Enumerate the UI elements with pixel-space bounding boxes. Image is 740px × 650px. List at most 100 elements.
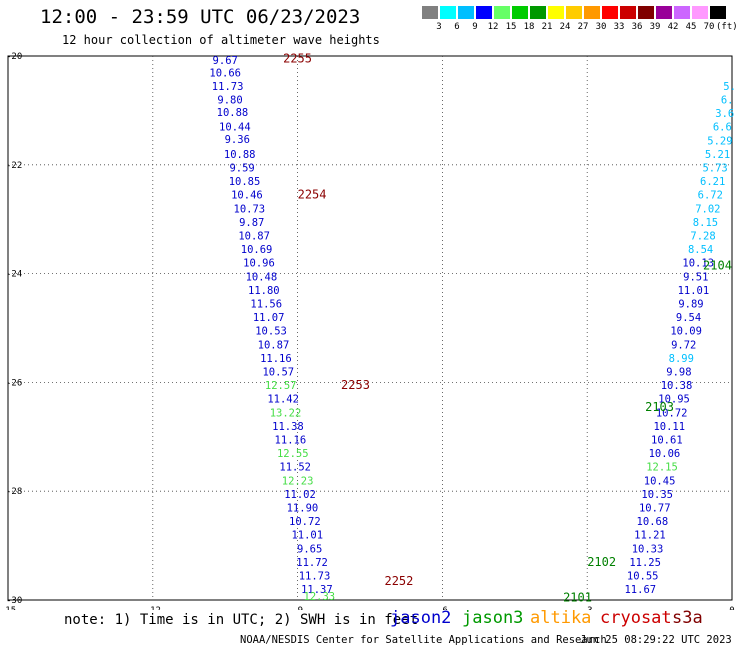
wave-height-reading: 8.99	[669, 353, 694, 365]
color-swatch	[458, 6, 474, 19]
pass-time-labels: 2255 2254 2253 2252 2104 2103 2102 2101	[283, 52, 732, 605]
wave-height-reading: 11.90	[287, 503, 319, 515]
x-tick-label: -15	[0, 606, 16, 610]
wave-height-reading: 11.73	[299, 571, 331, 583]
color-scale-label: 21	[541, 22, 553, 32]
wave-height-reading: 9.51	[683, 271, 708, 283]
color-scale-label: 30	[595, 22, 607, 32]
color-swatch	[494, 6, 510, 19]
wave-height-reading: 11.37	[301, 584, 333, 596]
wave-height-reading: 10.95	[658, 394, 690, 406]
legend-cryosat: cryosat	[600, 608, 672, 628]
wave-height-reading: 10.48	[246, 271, 278, 283]
wave-height-reading: 7.02	[695, 203, 720, 215]
color-swatch	[530, 6, 546, 19]
y-tick-label: -30	[6, 596, 22, 606]
wave-height-reading: 10.57	[262, 367, 294, 379]
wave-height-reading: 11.52	[279, 462, 311, 474]
wave-height-reading: 5.21	[705, 149, 730, 161]
wave-height-reading: 10.69	[241, 244, 273, 256]
wave-height-reading: 10.87	[258, 339, 290, 351]
x-tick-label: -9	[292, 606, 303, 610]
wave-height-reading: 10.87	[238, 231, 270, 243]
wave-height-reading: 10.33	[632, 543, 664, 555]
color-swatch	[620, 6, 636, 19]
wave-height-reading: 11.16	[275, 435, 307, 447]
wave-height-reading: 11.80	[248, 285, 280, 297]
map-frame	[7, 55, 733, 601]
color-scale-label: 18	[523, 22, 535, 32]
wave-height-reading: 11.72	[296, 557, 328, 569]
color-swatch	[710, 6, 726, 19]
color-swatch	[548, 6, 564, 19]
wave-height-reading: 10.45	[644, 475, 676, 487]
wave-height-reading: 9.87	[239, 217, 264, 229]
wave-height-reading: 10.44	[219, 122, 251, 134]
wave-height-reading: 10.66	[209, 67, 241, 79]
wave-height-reading: 10.72	[656, 407, 688, 419]
wave-height-reading: 11.25	[629, 557, 661, 569]
wave-height-reading: 7.28	[690, 231, 715, 243]
wave-height-reading: 9.80	[217, 95, 242, 107]
wave-height-reading: 9.89	[678, 299, 703, 311]
legend-jason2: jason2	[390, 608, 452, 628]
color-swatch	[584, 6, 600, 19]
wave-height-reading: 10.96	[243, 258, 275, 270]
color-swatch	[638, 6, 654, 19]
wave-height-reading: 6.21	[700, 176, 725, 188]
color-scale-label: 15	[505, 22, 517, 32]
y-tick-label: -24	[6, 270, 22, 280]
x-tick-label: -12	[145, 606, 161, 610]
generated-timestamp: Jun 25 08:29:22 UTC 2023	[580, 634, 732, 646]
color-swatch	[566, 6, 582, 19]
wave-height-reading: 9.98	[666, 367, 691, 379]
wave-height-reading: 10.55	[627, 571, 659, 583]
wave-height-reading: 10.68	[637, 516, 669, 528]
wave-height-reading: 9.36	[225, 134, 250, 146]
wave-height-reading: 13.22	[270, 407, 302, 419]
pass-time-label: 2253	[341, 378, 370, 392]
color-scale-label: 12	[487, 22, 499, 32]
wave-height-reading: 10.06	[649, 448, 681, 460]
wave-height-reading: 11.56	[250, 299, 282, 311]
wave-height-reading: 10.11	[653, 421, 685, 433]
wave-height-reading: 11.16	[260, 353, 292, 365]
color-swatch	[656, 6, 672, 19]
wave-height-reading: 5.73	[702, 163, 727, 175]
credit-line: NOAA/NESDIS Center for Satellite Applica…	[240, 634, 607, 646]
x-tick-label: -3	[582, 606, 593, 610]
color-swatch	[602, 6, 618, 19]
wave-height-reading: 9.65	[297, 543, 322, 555]
wave-height-reading: 6.72	[698, 190, 723, 202]
color-scale-label: 3	[436, 22, 442, 32]
color-scale-label: 36	[631, 22, 643, 32]
color-swatch	[512, 6, 528, 19]
color-scale-label: 24	[559, 22, 571, 32]
wave-height-readings: 9.6710.6611.739.8010.8810.449.3610.889.5…	[209, 55, 736, 603]
wave-height-reading: 9.54	[676, 312, 701, 324]
wave-height-reading: 12.55	[277, 448, 309, 460]
wave-height-reading: 10.72	[289, 516, 321, 528]
wave-height-reading: 9.72	[671, 339, 696, 351]
color-scale-label: 33	[613, 22, 625, 32]
wave-height-reading: 11.07	[253, 312, 285, 324]
map-grid	[7, 55, 733, 601]
y-tick-label: -20	[6, 52, 22, 62]
wave-height-reading: 6.6	[713, 122, 732, 134]
color-scale-label: 6	[454, 22, 460, 32]
color-swatch	[422, 6, 438, 19]
wave-height-reading: 12.15	[646, 462, 678, 474]
pass-time-label: 2101	[563, 590, 592, 604]
wave-height-reading: 11.42	[267, 394, 299, 406]
wave-height-reading: 10.35	[641, 489, 673, 501]
wave-height-reading: 8.54	[688, 244, 713, 256]
pass-time-label: 2252	[384, 574, 413, 588]
wave-height-reading: 3.6	[715, 108, 734, 120]
wave-height-reading: 10.77	[639, 503, 671, 515]
color-scale-label: 39	[649, 22, 661, 32]
wave-height-reading: 10.88	[217, 107, 249, 119]
wave-height-reading: 11.01	[678, 285, 710, 297]
wave-height-reading: 5.29	[707, 135, 732, 147]
pass-time-label: 2254	[298, 188, 327, 202]
wave-height-reading: 10.73	[234, 203, 266, 215]
